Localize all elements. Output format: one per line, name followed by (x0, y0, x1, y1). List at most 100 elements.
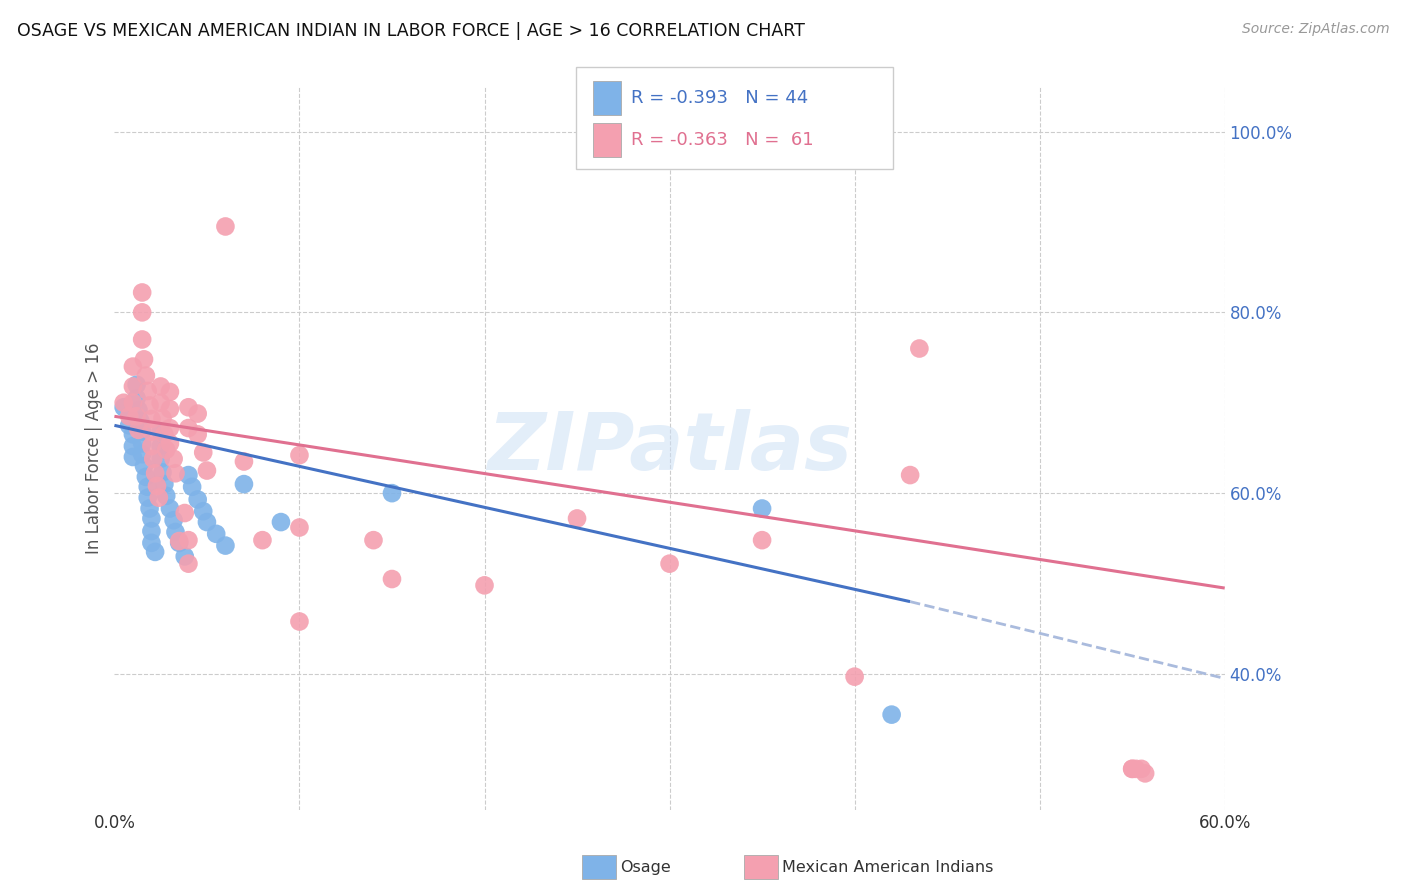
Point (193, 504, 215, 518)
Point (177, 468, 200, 483)
Point (751, 501, 773, 516)
Point (122, 450, 145, 464)
Point (1133, 766, 1156, 780)
Point (149, 451, 172, 466)
Point (193, 445, 215, 459)
Point (138, 501, 160, 516)
Point (138, 399, 160, 413)
Text: OSAGE VS MEXICAN AMERICAN INDIAN IN LABOR FORCE | AGE > 16 CORRELATION CHART: OSAGE VS MEXICAN AMERICAN INDIAN IN LABO… (17, 22, 804, 40)
Point (751, 533, 773, 548)
Point (288, 615, 311, 629)
Point (159, 421, 181, 435)
Point (141, 524, 163, 538)
Point (131, 305, 153, 319)
Point (131, 436, 153, 450)
Text: Osage: Osage (620, 860, 671, 874)
Point (122, 427, 145, 442)
Point (141, 511, 163, 525)
Point (381, 486, 404, 500)
Point (122, 396, 145, 410)
Point (131, 425, 153, 439)
Point (141, 439, 163, 453)
Point (143, 467, 166, 481)
Point (159, 501, 181, 516)
Point (132, 352, 155, 367)
Point (122, 379, 145, 393)
Point (132, 458, 155, 473)
Point (136, 480, 159, 494)
Point (141, 536, 163, 550)
Point (205, 526, 228, 541)
Point (165, 467, 187, 481)
Point (252, 533, 274, 548)
Point (159, 402, 181, 417)
Point (112, 396, 135, 410)
Point (127, 403, 149, 417)
Point (152, 466, 174, 480)
Point (844, 670, 866, 684)
Point (167, 536, 190, 550)
Point (177, 533, 200, 548)
Point (149, 439, 172, 453)
Point (658, 557, 681, 571)
Point (142, 451, 165, 466)
Y-axis label: In Labor Force | Age > 16: In Labor Force | Age > 16 (86, 343, 103, 554)
Point (162, 451, 184, 466)
Point (288, 448, 311, 462)
Point (152, 411, 174, 425)
Point (195, 464, 218, 478)
Point (149, 379, 172, 393)
Point (474, 578, 496, 592)
Point (173, 506, 195, 520)
Point (233, 454, 256, 468)
Text: R = -0.393   N = 44: R = -0.393 N = 44 (631, 89, 808, 107)
Point (195, 515, 218, 529)
Point (173, 549, 195, 564)
Point (136, 491, 159, 505)
Point (122, 359, 145, 374)
Point (159, 436, 181, 450)
Point (162, 513, 184, 527)
Point (125, 409, 148, 424)
Point (165, 524, 187, 539)
Point (177, 557, 200, 571)
Point (187, 492, 209, 507)
Text: ZIPatlas: ZIPatlas (486, 409, 852, 487)
Point (129, 414, 152, 428)
Point (143, 545, 166, 559)
Point (288, 520, 311, 534)
Point (214, 539, 236, 553)
Point (187, 407, 209, 421)
Point (135, 470, 157, 484)
Point (233, 477, 256, 491)
Point (148, 491, 170, 505)
Point (141, 425, 163, 439)
Point (131, 447, 153, 461)
Point (153, 477, 176, 491)
Point (155, 442, 177, 457)
Point (112, 401, 135, 415)
Point (167, 534, 190, 549)
Point (1121, 762, 1143, 776)
Point (127, 423, 149, 437)
Point (214, 219, 236, 234)
Point (131, 285, 153, 300)
Point (125, 391, 148, 405)
Point (177, 421, 200, 435)
Point (149, 396, 172, 410)
Point (181, 480, 204, 494)
Point (1125, 762, 1147, 776)
Point (177, 401, 200, 415)
Point (125, 377, 148, 392)
Text: Source: ZipAtlas.com: Source: ZipAtlas.com (1241, 22, 1389, 37)
Text: Mexican American Indians: Mexican American Indians (782, 860, 993, 874)
Point (135, 368, 157, 383)
Point (159, 384, 181, 399)
Point (149, 425, 172, 439)
Point (880, 707, 903, 722)
Point (122, 439, 145, 453)
Point (381, 572, 404, 586)
Point (1121, 762, 1143, 776)
Point (187, 427, 209, 442)
Point (118, 418, 141, 433)
